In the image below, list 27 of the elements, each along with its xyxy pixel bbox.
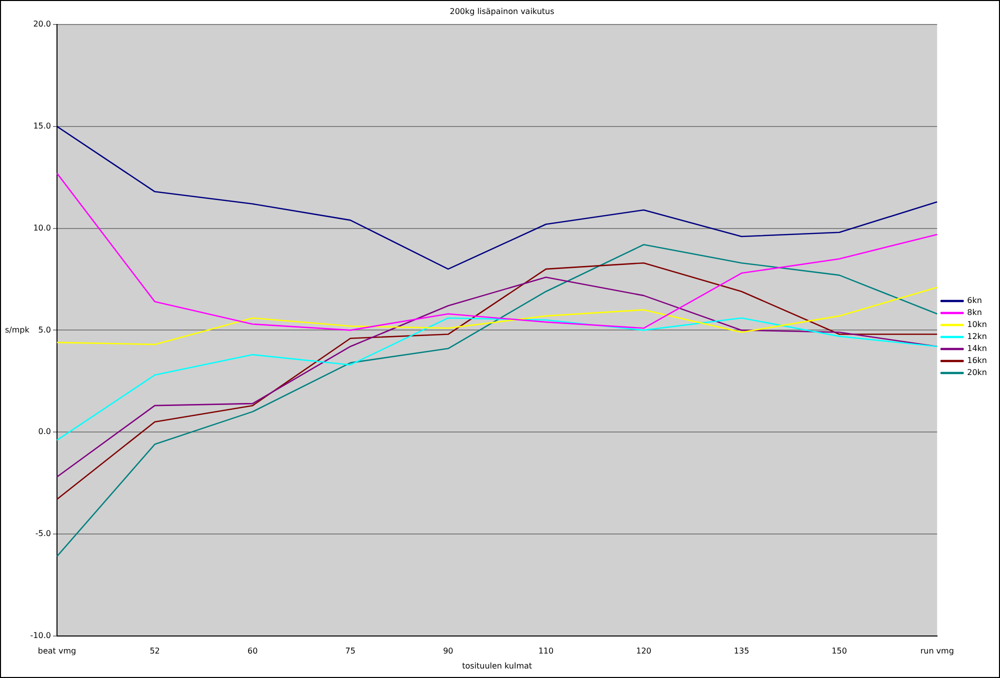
legend-label: 14kn bbox=[967, 344, 988, 354]
y-tick-label: 0.0 bbox=[38, 427, 51, 436]
legend-label: 12kn bbox=[967, 332, 988, 342]
y-tick-label: 5.0 bbox=[38, 325, 51, 334]
y-tick-label: 10.0 bbox=[33, 223, 51, 232]
x-tick-label: 135 bbox=[734, 646, 750, 656]
y-tick-label: -5.0 bbox=[35, 529, 51, 538]
x-tick-label: 60 bbox=[247, 646, 258, 656]
x-tick-label: beat vmg bbox=[38, 646, 76, 656]
legend-label: 20kn bbox=[967, 368, 988, 378]
x-tick-label: 90 bbox=[443, 646, 454, 656]
y-tick-label: 20.0 bbox=[33, 20, 51, 29]
x-axis-title: tosituulen kulmat bbox=[462, 661, 532, 670]
x-tick-label: run vmg bbox=[920, 646, 954, 656]
legend-label: 6kn bbox=[967, 296, 982, 306]
x-tick-label: 75 bbox=[345, 646, 356, 656]
legend-label: 16kn bbox=[967, 356, 988, 366]
x-tick-label: 110 bbox=[538, 646, 554, 656]
x-tick-label: 120 bbox=[636, 646, 652, 656]
y-tick-label: -10.0 bbox=[30, 630, 51, 640]
chart-title: 200kg lisäpainon vaikutus bbox=[450, 6, 554, 16]
x-tick-label: 52 bbox=[150, 646, 160, 656]
y-axis-title: s/mpk bbox=[5, 325, 30, 334]
legend-label: 10kn bbox=[967, 320, 988, 330]
x-tick-label: 150 bbox=[832, 646, 847, 656]
y-tick-label: 15.0 bbox=[33, 122, 51, 131]
legend-label: 8kn bbox=[967, 308, 982, 318]
